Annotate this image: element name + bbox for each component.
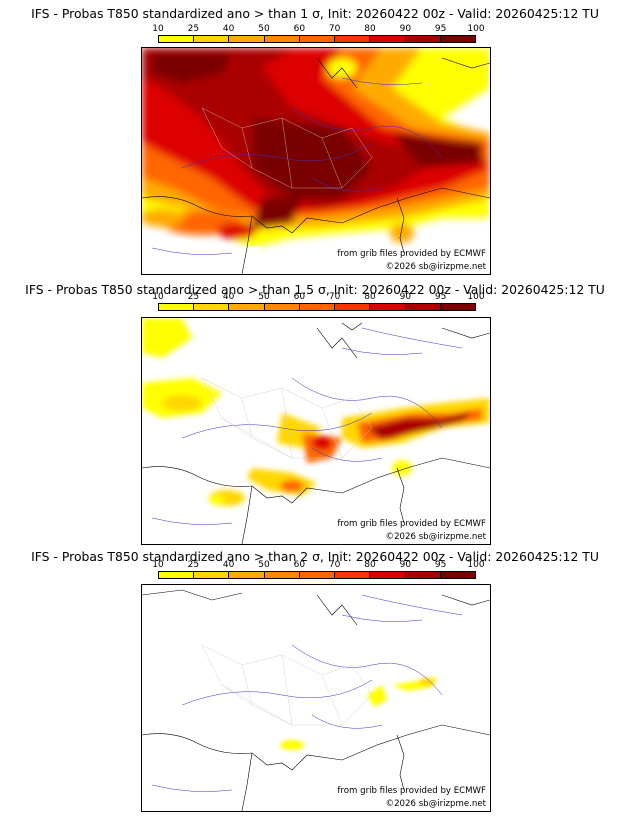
legend-swatches	[158, 571, 476, 579]
legend-tick-label: 80	[364, 560, 376, 570]
panel-title: IFS - Probas T850 standardized ano > tha…	[25, 282, 605, 297]
legend-tick-label: 50	[258, 292, 270, 302]
legend-swatch	[440, 572, 475, 578]
legend-swatch	[229, 36, 265, 42]
map-canvas	[142, 318, 490, 544]
legend-swatch	[264, 304, 300, 310]
legend-swatch	[159, 304, 195, 310]
map-panel-2: IFS - Probas T850 standardized ano > tha…	[0, 276, 630, 552]
legend-swatch	[159, 572, 195, 578]
legend-tick-label: 100	[467, 560, 485, 570]
legend-swatch	[405, 36, 441, 42]
legend-tick-label: 70	[328, 24, 341, 34]
legend-tick-label: 10	[152, 24, 164, 34]
legend-swatch	[440, 36, 475, 42]
legend-swatch	[440, 304, 475, 310]
legend-swatch	[229, 572, 265, 578]
probability-map: from grib files provided by ECMWF ©2026 …	[141, 47, 491, 275]
legend-swatch	[194, 36, 230, 42]
legend-swatch	[335, 304, 371, 310]
legend-swatch	[299, 36, 336, 42]
legend-swatch	[299, 304, 336, 310]
legend-tick-label: 90	[399, 24, 412, 34]
legend-tick-label: 70	[328, 560, 341, 570]
legend-tick-label: 80	[364, 24, 376, 34]
source-credit: from grib files provided by ECMWF	[337, 786, 486, 796]
source-credit: from grib files provided by ECMWF	[337, 249, 486, 259]
legend-tick-label: 10	[152, 292, 164, 302]
map-panel-3: IFS - Probas T850 standardized ano > tha…	[0, 545, 630, 828]
legend-swatch	[194, 572, 230, 578]
legend-swatch	[335, 572, 371, 578]
panel-title: IFS - Probas T850 standardized ano > tha…	[31, 549, 599, 564]
legend-swatch	[264, 572, 300, 578]
legend-tick-label: 10	[152, 560, 164, 570]
probability-map: from grib files provided by ECMWF ©2026 …	[141, 317, 491, 545]
legend-tick-label: 90	[399, 560, 412, 570]
legend-swatch	[370, 572, 406, 578]
legend-tick-label: 80	[364, 292, 376, 302]
legend-tick-label: 40	[222, 292, 235, 302]
legend-tick-label: 95	[434, 560, 447, 570]
legend-swatches	[158, 35, 476, 43]
copyright-credit: ©2026 sb@irizpme.net	[385, 799, 487, 809]
map-canvas	[142, 589, 490, 811]
legend-swatch	[405, 572, 441, 578]
legend-tick-label: 25	[187, 560, 200, 570]
legend-tick-label: 25	[187, 24, 200, 34]
legend-swatch	[335, 36, 371, 42]
copyright-credit: ©2026 sb@irizpme.net	[385, 532, 487, 542]
legend-swatch	[159, 36, 195, 42]
legend-tick-label: 25	[187, 292, 200, 302]
legend-tick-label: 60	[293, 24, 306, 34]
source-credit: from grib files provided by ECMWF	[337, 519, 486, 529]
legend-tick-label: 70	[328, 292, 341, 302]
legend-swatch	[229, 304, 265, 310]
legend-tick-label: 40	[222, 560, 235, 570]
legend-tick-label: 40	[222, 24, 235, 34]
legend-tick-label: 90	[399, 292, 412, 302]
map-canvas	[142, 48, 490, 274]
legend-swatches	[158, 303, 476, 311]
legend-swatch	[264, 36, 300, 42]
legend-tick-label: 100	[467, 292, 485, 302]
legend-tick-label: 60	[293, 292, 306, 302]
copyright-credit: ©2026 sb@irizpme.net	[385, 262, 487, 272]
legend-tick-label: 50	[258, 24, 270, 34]
panel-title: IFS - Probas T850 standardized ano > tha…	[31, 6, 599, 21]
legend-tick-label: 100	[467, 24, 485, 34]
legend-swatch	[299, 572, 336, 578]
legend-tick-label: 50	[258, 560, 270, 570]
legend-tick-label: 95	[434, 292, 447, 302]
legend-swatch	[405, 304, 441, 310]
legend-tick-label: 60	[293, 560, 306, 570]
legend-swatch	[370, 36, 406, 42]
legend-swatch	[370, 304, 406, 310]
map-panel-1: IFS - Probas T850 standardized ano > tha…	[0, 0, 630, 276]
legend-swatch	[194, 304, 230, 310]
legend-tick-label: 95	[434, 24, 447, 34]
probability-map: from grib files provided by ECMWF ©2026 …	[141, 584, 491, 812]
